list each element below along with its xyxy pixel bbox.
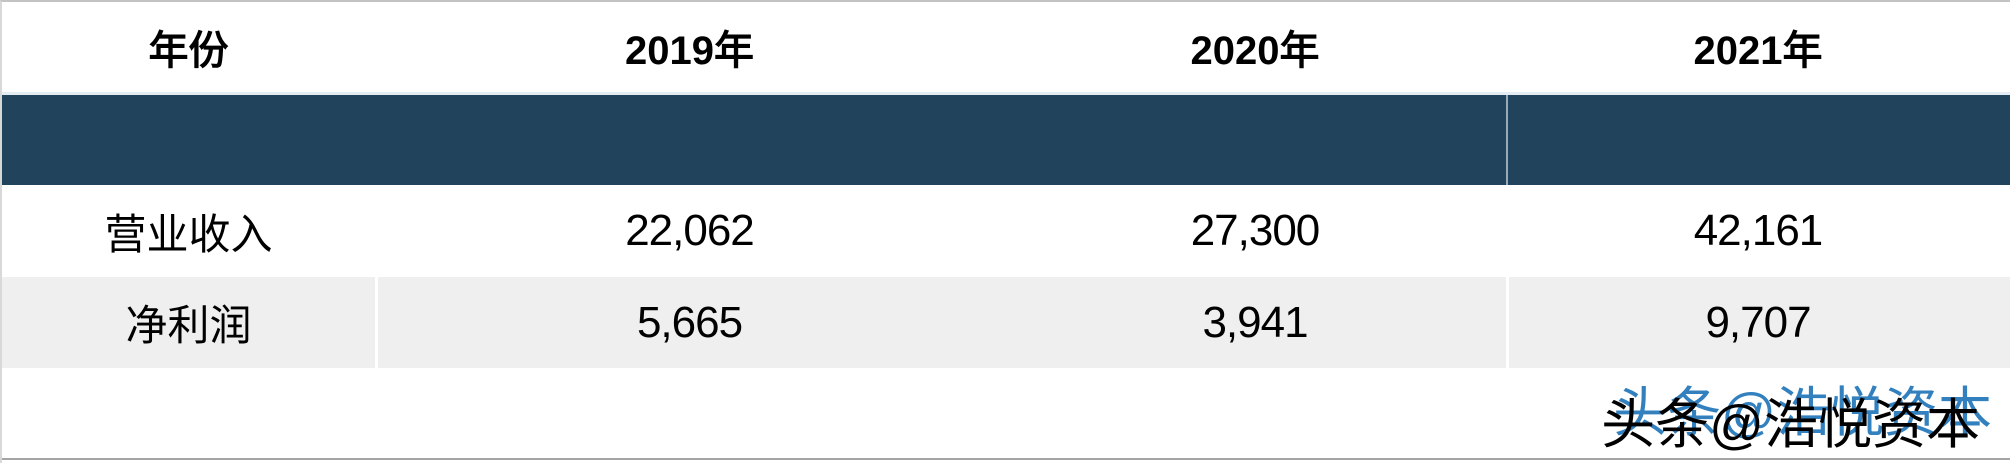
header-cell-year: 年份 — [148, 29, 229, 73]
column-divider — [1506, 277, 1509, 368]
watermark: 头条@浩悦资本 头条@浩悦资本 — [1601, 380, 1992, 455]
net-profit-2020-value: 3,941 — [1202, 297, 1308, 347]
footer-area — [2, 368, 2010, 461]
revenue-2019-value: 22,062 — [625, 206, 755, 255]
revenue-2020-value: 27,300 — [1190, 206, 1321, 255]
header-separator — [2, 92, 2010, 95]
watermark-text: 头条@浩悦资本 — [1601, 395, 1980, 455]
bottom-border-line — [2, 458, 2010, 460]
navy-band-row — [2, 95, 2010, 185]
table-header-row: 年份 2019年 2020年 2021年 — [2, 2, 2010, 92]
header-cell-2021: 2021年 — [1693, 29, 1823, 73]
net-profit-2021-value: 9,707 — [1705, 297, 1811, 347]
column-divider — [375, 277, 378, 368]
column-divider — [1506, 95, 1508, 185]
row-label-revenue: 营业收入 — [104, 210, 273, 258]
header-cell-2019: 2019年 — [625, 29, 754, 73]
net-profit-2019-value: 5,665 — [636, 297, 743, 347]
table-row-revenue: 营业收入 22,062 27,300 42,161 — [2, 185, 2010, 277]
revenue-2021-value: 42,161 — [1693, 206, 1824, 255]
watermark-blue-echo: 头条@浩悦资本 — [1613, 383, 1992, 443]
row-label-net-profit: 净利润 — [125, 302, 252, 349]
table-row-net-profit: 净利润 5,665 3,941 9,707 — [2, 277, 2010, 368]
header-cell-2020: 2020年 — [1190, 29, 1320, 73]
